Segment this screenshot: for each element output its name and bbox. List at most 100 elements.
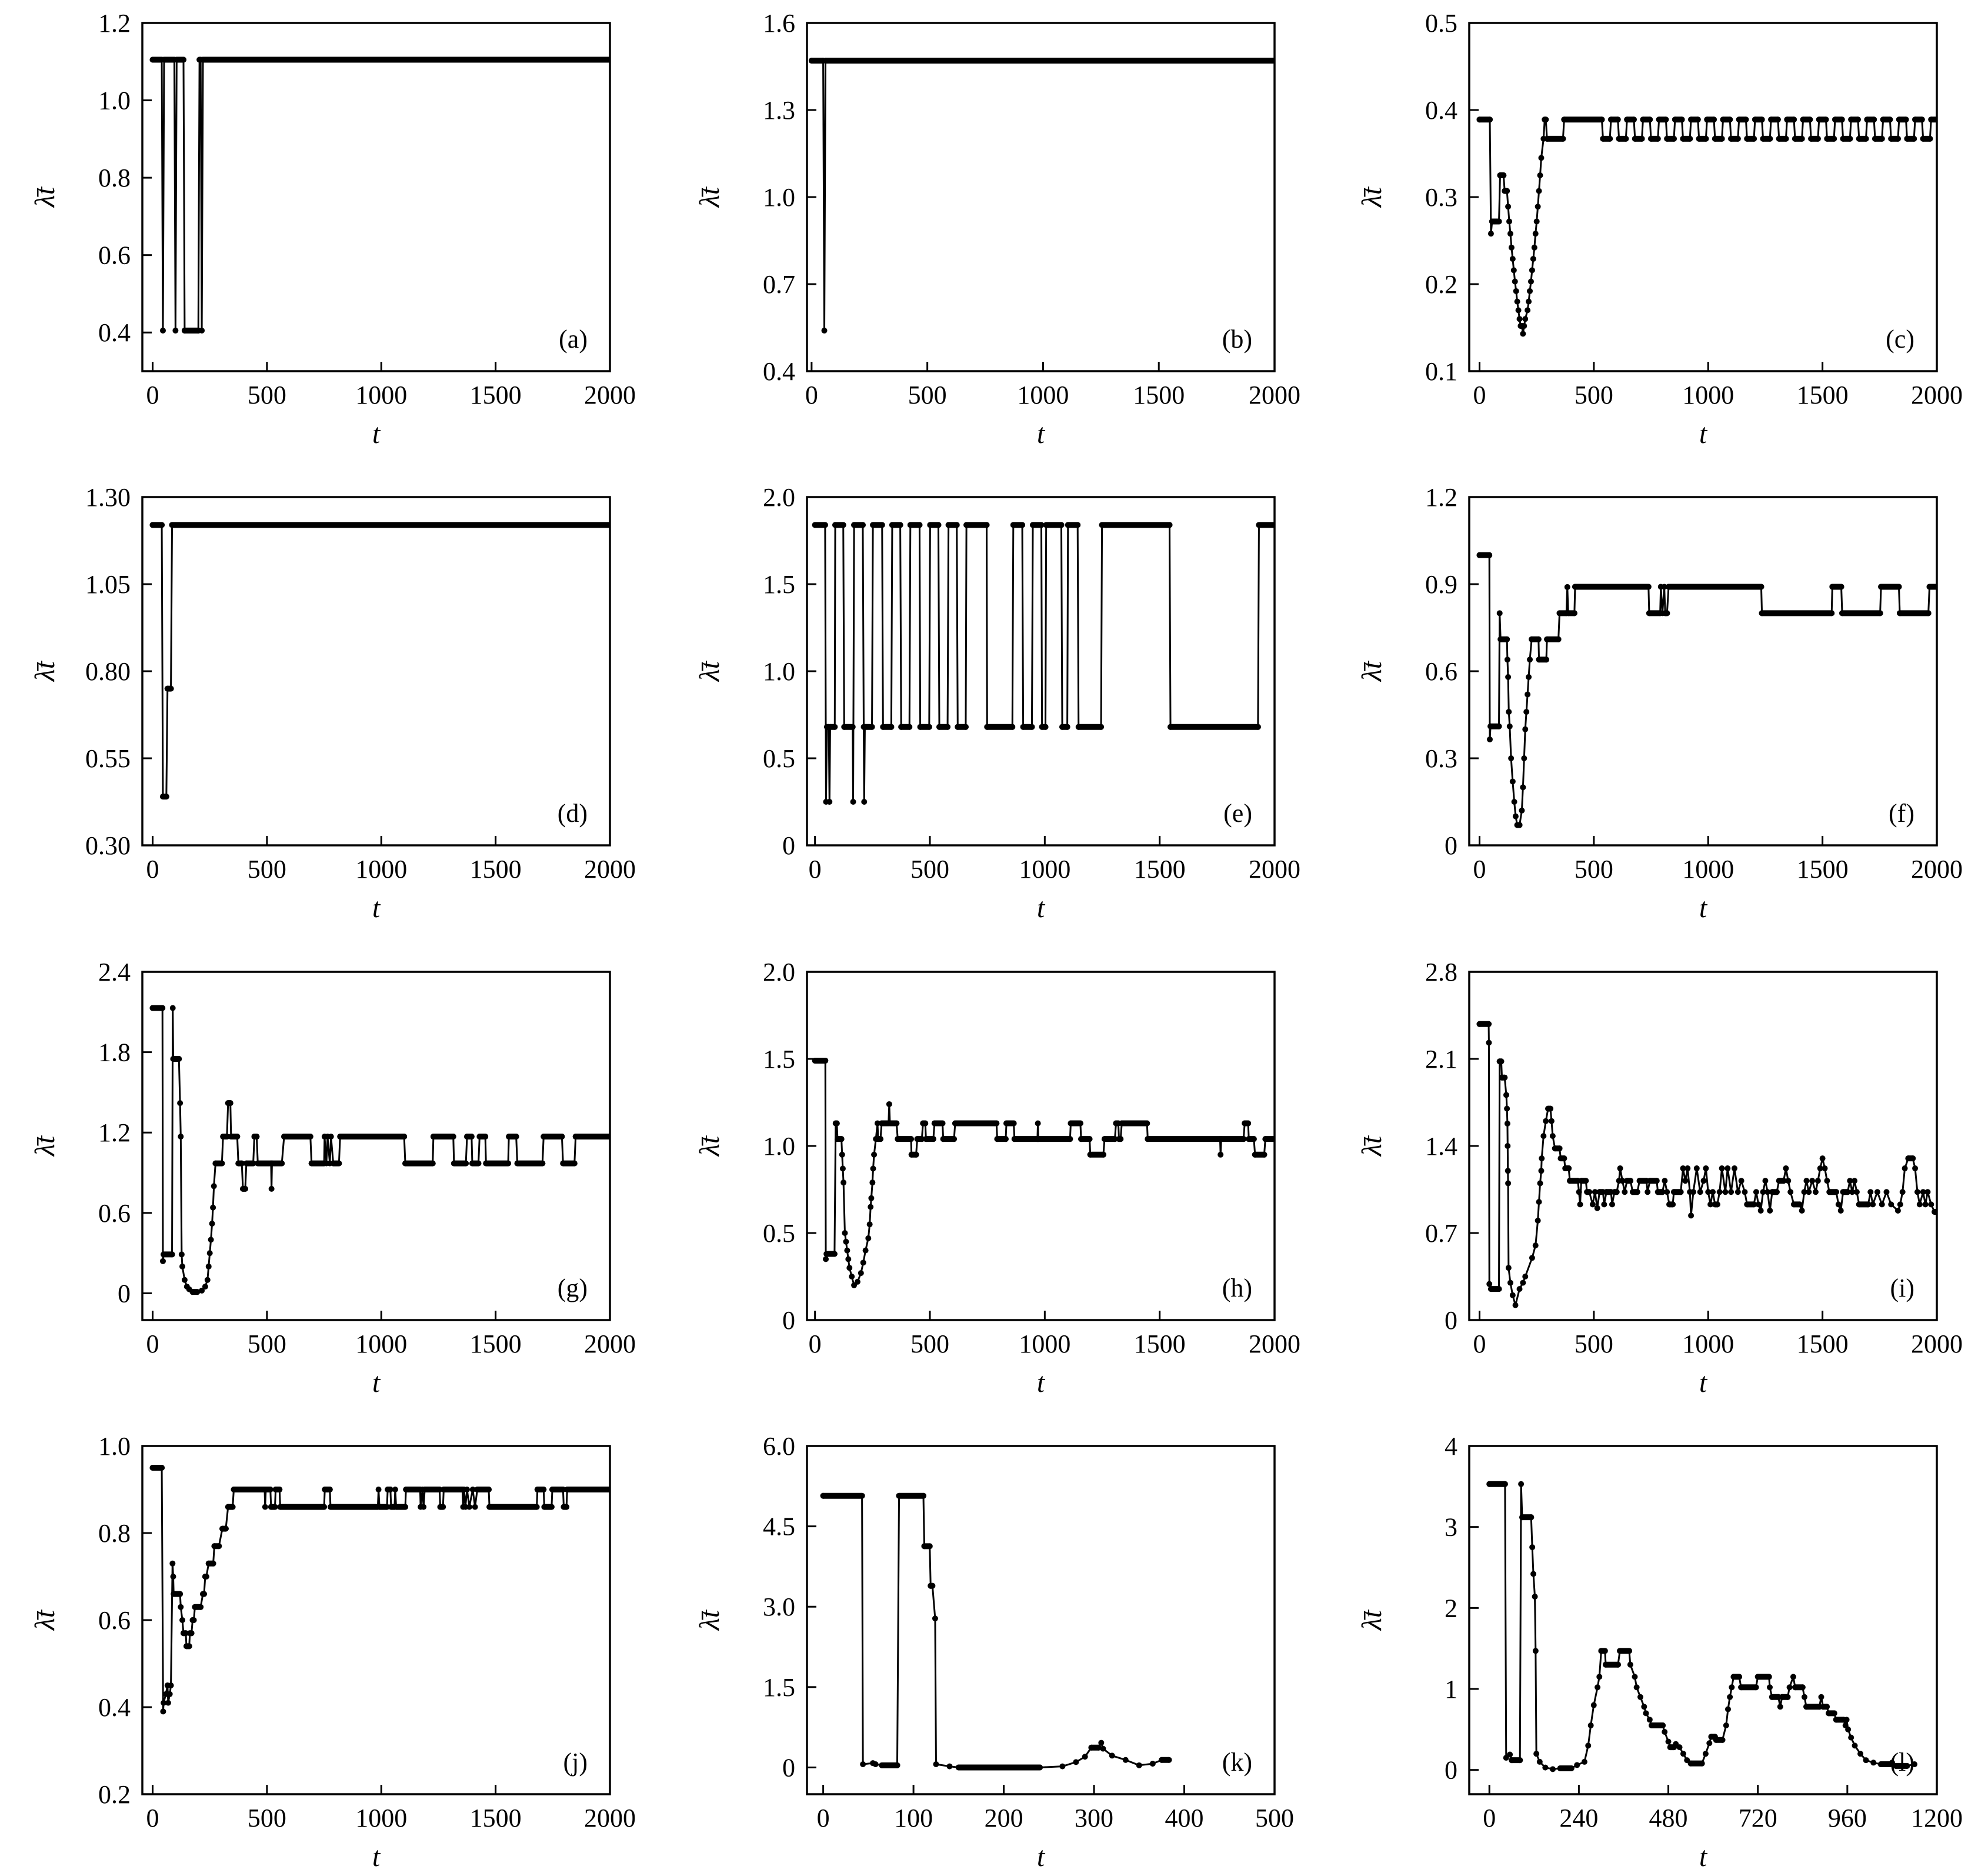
x-tick-label: 500: [908, 381, 947, 409]
data-point: [1533, 218, 1540, 225]
y-tick-label: 1.8: [98, 1038, 131, 1067]
y-tick-label: 2.0: [763, 958, 795, 987]
data-point: [1731, 1165, 1737, 1172]
data-point: [1522, 316, 1529, 322]
data-point: [927, 522, 933, 528]
data-point: [1058, 522, 1065, 528]
data-point: [1710, 1189, 1716, 1195]
data-point: [1576, 1189, 1582, 1195]
data-point: [234, 1134, 241, 1140]
data-point: [421, 1504, 427, 1510]
data-point: [387, 1487, 393, 1492]
data-point: [1894, 1207, 1901, 1214]
data-point: [993, 1120, 1000, 1127]
data-point: [472, 1504, 478, 1510]
data-point: [1487, 723, 1494, 729]
data-point: [1814, 135, 1821, 142]
data-point: [250, 1160, 256, 1167]
data-point: [1703, 1165, 1709, 1172]
data-point: [1669, 1201, 1676, 1208]
data-point: [1662, 1728, 1668, 1735]
x-tick-label: 960: [1828, 1804, 1867, 1832]
x-tick-label: 0: [809, 1329, 822, 1358]
y-tick-label: 1.5: [763, 1673, 795, 1702]
data-point: [1812, 1189, 1819, 1195]
data-point: [1801, 1189, 1807, 1195]
data-point: [1928, 116, 1934, 123]
data-point: [222, 1525, 229, 1532]
data-point: [1759, 610, 1765, 617]
chart-panel-d: 0 500 1000 1500 2000 0.30 0.55 0.80 1.05 1.30 t λ̄t…: [29, 483, 636, 924]
data-point: [1799, 135, 1805, 142]
data-point: [476, 1134, 483, 1140]
data-point: [935, 522, 942, 528]
x-tick-label: 1000: [355, 1329, 407, 1358]
data-point: [1852, 1742, 1858, 1749]
data-point: [1630, 116, 1637, 123]
data-point: [1513, 288, 1519, 294]
data-point: [1647, 1178, 1653, 1184]
data-point: [1755, 1201, 1762, 1208]
data-point: [908, 1151, 915, 1158]
data-point: [1486, 552, 1493, 558]
data-point: [1517, 1757, 1523, 1764]
data-point: [1865, 1201, 1872, 1208]
data-point: [1920, 1189, 1926, 1195]
data-point: [1523, 709, 1530, 715]
data-point: [874, 1120, 880, 1127]
x-tick-label: 500: [1255, 1804, 1294, 1832]
data-point: [1489, 218, 1495, 225]
data-point: [1662, 1178, 1668, 1184]
data-point: [1824, 1178, 1830, 1184]
data-point: [1649, 1722, 1655, 1728]
data-point: [1571, 610, 1577, 617]
data-point: [177, 1100, 184, 1107]
data-point: [243, 1160, 249, 1167]
plot-frame: [806, 971, 1276, 1321]
data-point: [1255, 724, 1261, 730]
data-point: [1544, 135, 1550, 142]
data-point: [172, 327, 179, 334]
data-point: [1506, 723, 1513, 729]
x-tick-label: 0: [1473, 1329, 1486, 1358]
chart-panel-b: 0 500 1000 1500 2000 0.4 0.7 1.0 1.3 1.6 t λ̄t (b): [694, 9, 1300, 449]
data-point: [1508, 755, 1515, 761]
data-point: [1670, 135, 1677, 142]
data-point: [441, 1487, 447, 1492]
data-point: [1629, 1189, 1636, 1195]
series-line: [1489, 1483, 1915, 1770]
data-point: [1527, 657, 1533, 663]
data-point: [1486, 736, 1493, 742]
data-point: [1633, 1684, 1640, 1691]
data-point: [177, 1591, 184, 1597]
data-point: [1660, 1722, 1666, 1728]
data-point: [916, 522, 923, 528]
data-point: [846, 1265, 853, 1271]
data-point: [506, 1134, 512, 1140]
data-point: [189, 1289, 196, 1295]
data-point: [930, 1136, 936, 1142]
data-point: [1714, 1201, 1720, 1208]
data-point: [833, 1120, 840, 1127]
data-point: [1807, 116, 1813, 123]
data-point: [198, 1604, 204, 1610]
data-point: [194, 1289, 201, 1295]
y-tick-label: 0.80: [85, 657, 131, 686]
data-point: [1645, 584, 1652, 590]
data-point: [880, 724, 886, 730]
data-point: [1904, 1762, 1910, 1769]
data-point: [205, 1560, 212, 1567]
y-tick-label: 4.5: [763, 1512, 795, 1541]
data-point: [1720, 116, 1726, 123]
data-point: [1088, 1744, 1095, 1751]
data-point: [1624, 116, 1630, 123]
data-point: [1728, 1189, 1734, 1195]
data-point: [321, 1504, 328, 1510]
data-point: [1696, 135, 1702, 142]
data-point: [1888, 1201, 1894, 1208]
data-point: [1527, 278, 1534, 285]
data-point: [1602, 1648, 1608, 1654]
data-point: [1256, 522, 1262, 528]
data-point: [1529, 1255, 1535, 1261]
data-point: [149, 56, 156, 63]
